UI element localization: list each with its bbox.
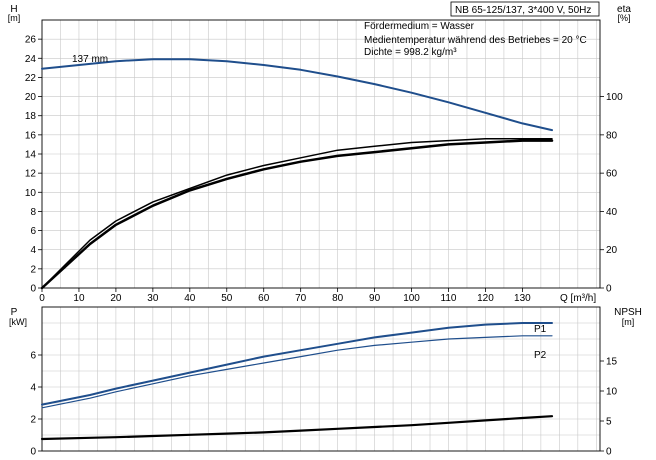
head-tick-label: 8 <box>30 207 36 218</box>
eta-tick-label: 20 <box>606 245 618 256</box>
q-tick-label: 60 <box>258 293 270 304</box>
q-tick-label: 10 <box>73 293 85 304</box>
power-tick-label: 2 <box>30 415 36 426</box>
q-tick-label: 50 <box>221 293 233 304</box>
bottom-plot-frame <box>41 306 601 452</box>
npsh-tick-label: 10 <box>606 387 618 398</box>
q-tick-label: 130 <box>514 293 531 304</box>
chart-title-box <box>450 1 600 17</box>
density-note: Dichte = 998.2 kg/m³ <box>364 47 457 58</box>
q-tick-label: 70 <box>295 293 307 304</box>
eta-tick-label: 60 <box>606 169 618 180</box>
impeller-137mm-label: 137 mm <box>72 54 108 65</box>
p2-label: P2 <box>534 350 547 361</box>
eta-tick-label: 100 <box>606 92 623 103</box>
q-tick-label: 20 <box>110 293 122 304</box>
q-tick-label: 40 <box>184 293 196 304</box>
head-axis-label: H <box>10 4 17 15</box>
head-tick-label: 20 <box>25 92 37 103</box>
temperature-note: Medientemperatur während des Betriebes =… <box>364 35 587 46</box>
eta-tick-label: 80 <box>606 130 618 141</box>
power-tick-label: 4 <box>30 383 36 394</box>
head-axis-unit: [m] <box>8 13 21 23</box>
medium-note: Fördermedium = Wasser <box>364 21 475 32</box>
head-curve-137mm <box>41 58 553 132</box>
q-tick-label: 120 <box>477 293 494 304</box>
npsh-curve <box>40 415 554 441</box>
head-tick-label: 12 <box>25 169 37 180</box>
head-tick-label: 18 <box>25 111 37 122</box>
eta-axis-unit: [%] <box>617 13 630 23</box>
power-axis-label: P <box>11 307 18 318</box>
head-tick-label: 6 <box>30 226 36 237</box>
power-curve-p2 <box>41 335 553 409</box>
head-tick-label: 14 <box>25 150 37 161</box>
chart-title: NB 65-125/137, 3*400 V, 50Hz <box>455 5 591 16</box>
efficiency-curve-upper <box>41 137 553 289</box>
q-tick-label: 90 <box>369 293 381 304</box>
npsh-tick-label: 5 <box>606 417 612 428</box>
q-tick-label: 0 <box>39 293 45 304</box>
npsh-axis-unit: [m] <box>622 317 635 327</box>
head-tick-label: 26 <box>25 35 37 46</box>
eta-axis-label: eta <box>617 4 631 15</box>
q-axis-label: Q [m³/h] <box>560 293 596 304</box>
q-tick-label: 30 <box>147 293 159 304</box>
power-curve-p1 <box>41 322 553 406</box>
head-tick-label: 16 <box>25 130 37 141</box>
q-tick-label: 110 <box>441 293 457 304</box>
npsh-axis-label: NPSH <box>614 307 642 318</box>
power-tick-label: 0 <box>30 447 36 458</box>
q-tick-label: 80 <box>332 293 344 304</box>
head-tick-label: 4 <box>30 245 36 256</box>
head-tick-label: 2 <box>30 264 36 275</box>
head-tick-label: 10 <box>25 188 37 199</box>
q-tick-label: 100 <box>403 293 420 304</box>
head-tick-label: 24 <box>25 54 37 65</box>
eta-tick-label: 0 <box>606 284 612 295</box>
head-tick-label: 22 <box>25 73 37 84</box>
head-tick-label: 0 <box>30 284 36 295</box>
p1-label: P1 <box>534 324 547 335</box>
efficiency-curve-lower <box>40 139 554 290</box>
npsh-tick-label: 15 <box>606 357 618 368</box>
npsh-tick-label: 0 <box>606 447 612 458</box>
power-tick-label: 6 <box>30 351 36 362</box>
power-axis-unit: [kW] <box>9 317 27 327</box>
eta-tick-label: 40 <box>606 207 618 218</box>
